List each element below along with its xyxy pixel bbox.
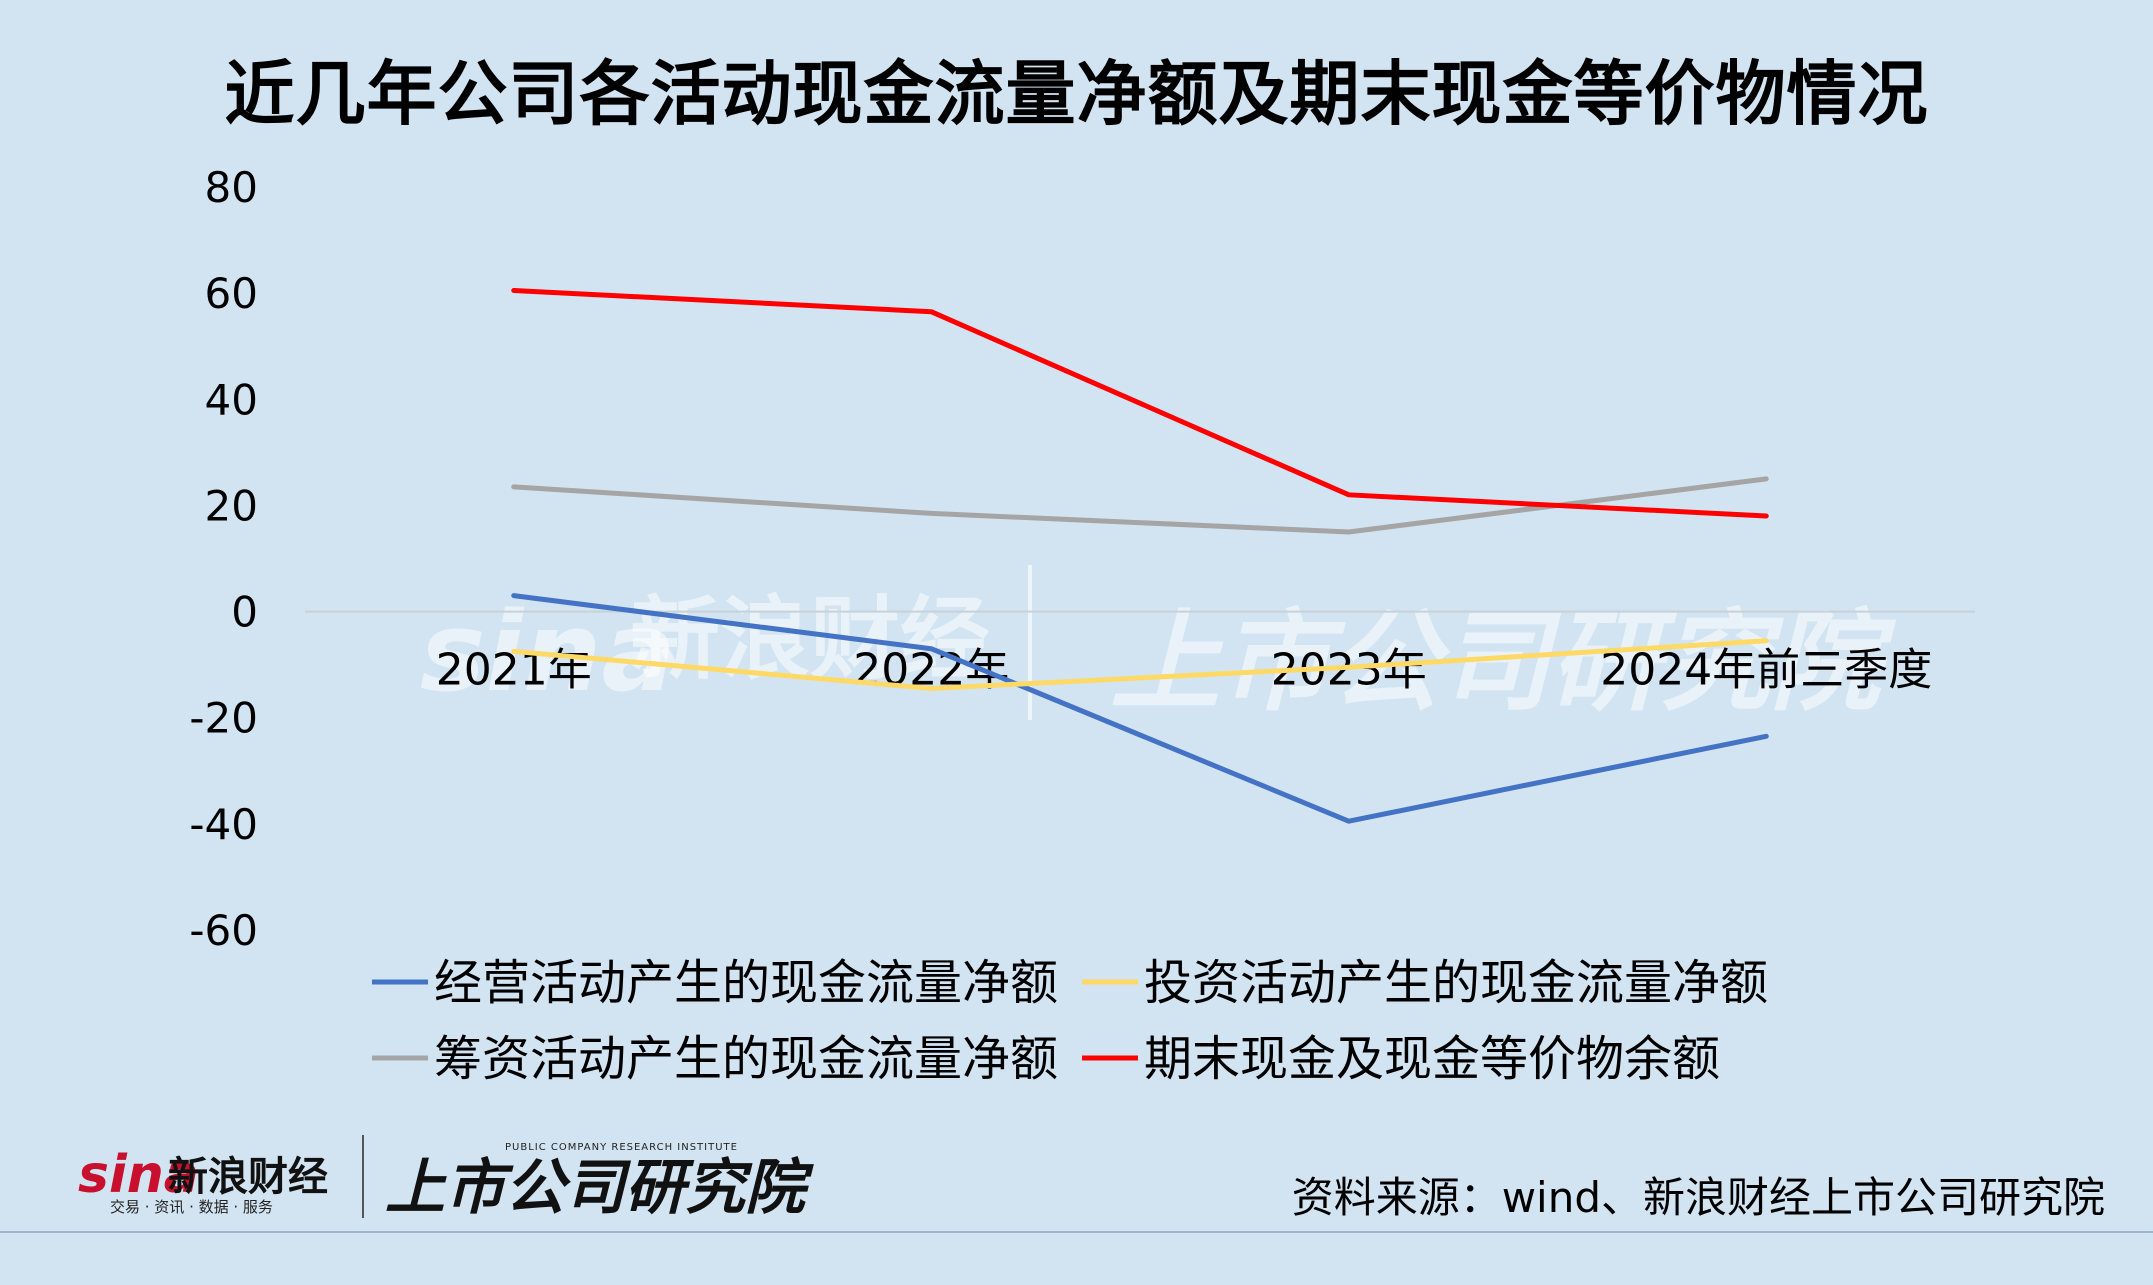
y-tick-label: 20 xyxy=(205,481,258,530)
y-tick-label: 0 xyxy=(231,588,258,637)
x-category-label: 2024年前三季度 xyxy=(1600,645,1932,696)
sina-logo-subtitle: 交易 · 资讯 · 数据 · 服务 xyxy=(110,1198,273,1216)
series-line-1 xyxy=(511,593,1769,824)
research-institute-english: PUBLIC COMPANY RESEARCH INSTITUTE xyxy=(505,1142,738,1153)
legend-label: 筹资活动产生的现金流量净额 xyxy=(434,1031,1058,1087)
y-tick-label: -60 xyxy=(189,906,258,955)
y-tick-label: 60 xyxy=(205,269,258,318)
axis-layer: 80 60 40 20 0 -20 -40 -60 xyxy=(189,163,1975,955)
series-line-2 xyxy=(511,638,1769,692)
sina-logo-text: 新浪财经 xyxy=(168,1154,328,1200)
y-tick-label: -40 xyxy=(189,800,258,849)
legend-label: 期末现金及现金等价物余额 xyxy=(1144,1031,1720,1087)
y-tick-label: -20 xyxy=(189,694,258,743)
legend-label: 投资活动产生的现金流量净额 xyxy=(1144,955,1768,1011)
category-labels: 2021年 2022年 2023年 2024年前三季度 xyxy=(436,645,1932,696)
watermark-brand1: 新浪财经 xyxy=(630,587,990,692)
research-institute-text: 上市公司研究院 xyxy=(385,1153,814,1223)
sina-logo-wordmark: sina xyxy=(78,1145,199,1205)
y-tick-label: 80 xyxy=(205,163,258,212)
legend-label: 经营活动产生的现金流量净额 xyxy=(434,955,1058,1011)
y-tick-label: 40 xyxy=(205,375,258,424)
chart-title: 近几年公司各活动现金流量净额及期末现金等价物情况 xyxy=(224,53,1929,135)
research-institute-logo: PUBLIC COMPANY RESEARCH INSTITUTE 上市公司研究… xyxy=(385,1142,814,1223)
watermark-brand2: 上市公司研究院 xyxy=(1110,598,1897,726)
series-layer xyxy=(511,287,1769,824)
sina-logo: sina 新浪财经 交易 · 资讯 · 数据 · 服务 xyxy=(78,1145,328,1216)
source-note: 资料来源：wind、新浪财经上市公司研究院 xyxy=(1292,1173,2105,1222)
series-line-4 xyxy=(511,287,1769,519)
